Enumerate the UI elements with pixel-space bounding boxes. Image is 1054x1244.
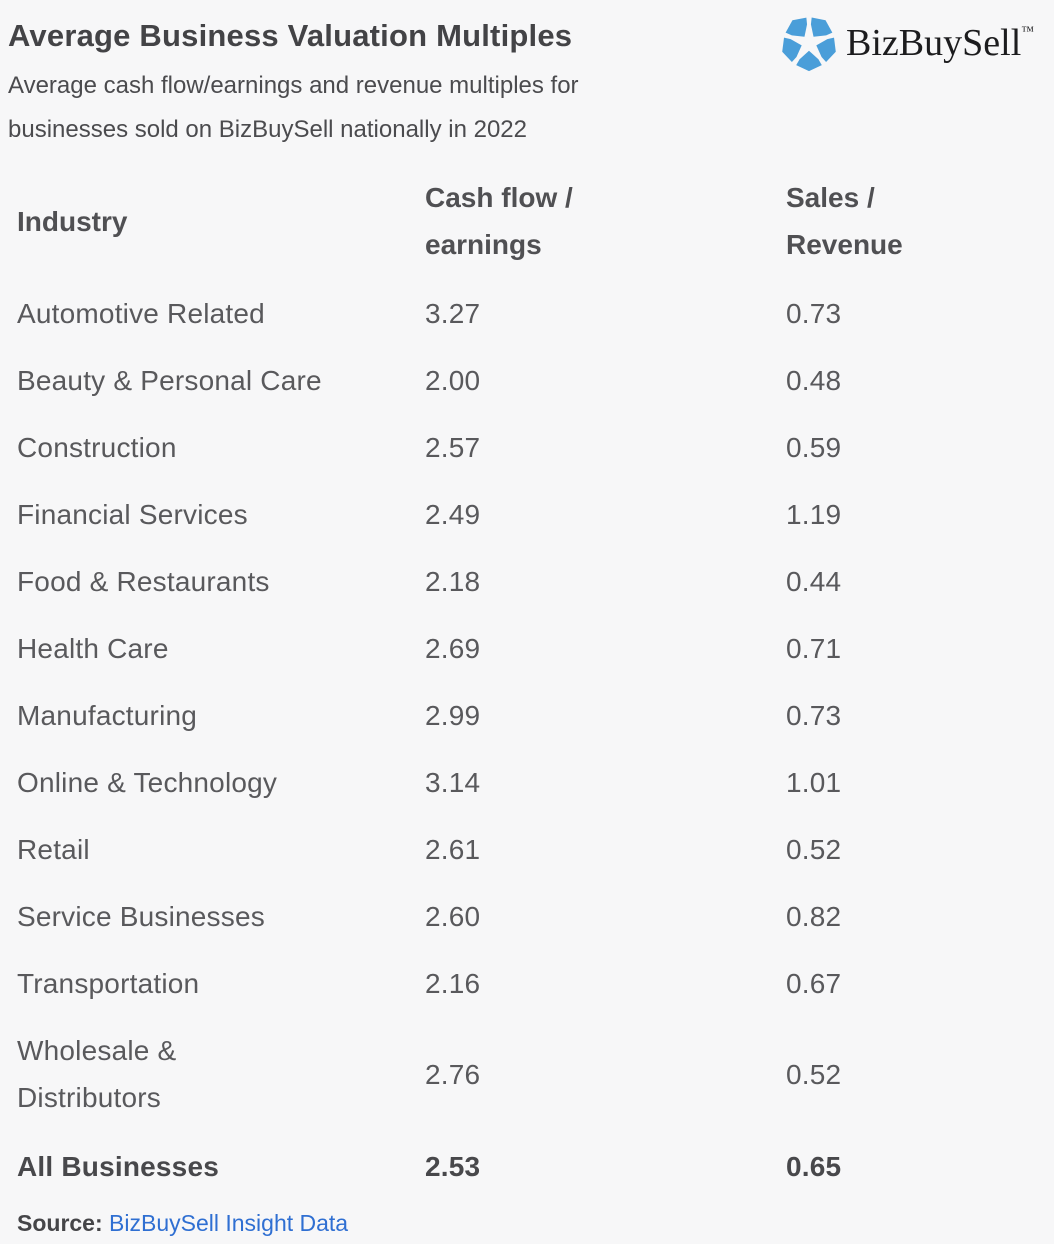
industry-cell: Food & Restaurants — [17, 566, 270, 597]
revenue-cell: 0.65 — [786, 1151, 842, 1182]
cash-flow-cell: 2.53 — [425, 1151, 481, 1182]
total-row: All Businesses 2.53 0.65 — [17, 1131, 1038, 1200]
industry-cell: Online & Technology — [17, 767, 278, 798]
table-row: Retail 2.61 0.52 — [17, 816, 1038, 883]
industry-cell: Construction — [17, 432, 177, 463]
revenue-cell: 0.73 — [786, 700, 842, 731]
subtitle-line-2: businesses sold on BizBuySell nationally… — [8, 116, 527, 143]
industry-cell: Retail — [17, 834, 90, 865]
revenue-cell: 0.52 — [786, 1058, 842, 1090]
table-row: Manufacturing 2.99 0.73 — [17, 682, 1038, 749]
cash-flow-cell: 2.69 — [425, 633, 481, 664]
cash-flow-cell: 2.57 — [425, 432, 481, 463]
column-header-revenue: Sales / Revenue — [786, 182, 903, 260]
bizbuysell-pinwheel-icon — [782, 17, 836, 72]
masthead: Average Business Valuation Multiples Ave… — [8, 12, 1038, 152]
revenue-cell: 1.01 — [786, 767, 842, 798]
table-row: Food & Restaurants 2.18 0.44 — [17, 548, 1038, 615]
revenue-cell: 0.82 — [786, 901, 842, 932]
table-row: Transportation 2.16 0.67 — [17, 950, 1038, 1017]
cash-flow-cell: 2.76 — [425, 1058, 481, 1090]
brand-wordmark: BizBuySell™ — [846, 22, 1034, 64]
cash-flow-cell: 2.60 — [425, 901, 481, 932]
table-header-row: Industry Cash flow / earnings Sales / Re… — [17, 172, 1038, 280]
source-line: Source: BizBuySell Insight Data — [17, 1206, 1038, 1240]
revenue-cell: 0.44 — [786, 566, 842, 597]
table-row: Automotive Related 3.27 0.73 — [17, 280, 1038, 347]
table-row: Service Businesses 2.60 0.82 — [17, 883, 1038, 950]
cash-flow-cell: 2.61 — [425, 834, 481, 865]
cash-flow-cell: 3.14 — [425, 767, 481, 798]
cash-flow-cell: 2.16 — [425, 968, 481, 999]
source-link[interactable]: BizBuySell Insight Data — [109, 1210, 349, 1236]
revenue-cell: 1.19 — [786, 499, 842, 530]
revenue-cell: 0.48 — [786, 365, 842, 396]
revenue-cell: 0.52 — [786, 834, 842, 865]
trademark-symbol: ™ — [1021, 23, 1034, 38]
cash-flow-cell: 3.27 — [425, 298, 481, 329]
page-title: Average Business Valuation Multiples — [8, 18, 573, 53]
table-row: Construction 2.57 0.59 — [17, 414, 1038, 481]
revenue-cell: 0.71 — [786, 633, 842, 664]
subtitle-line-1: Average cash flow/earnings and revenue m… — [8, 72, 579, 99]
industry-cell: Financial Services — [17, 499, 248, 530]
industry-cell: Automotive Related — [17, 298, 265, 329]
cash-flow-cell: 2.00 — [425, 365, 481, 396]
source-label: Source: — [17, 1210, 103, 1236]
column-header-cash-flow: Cash flow / earnings — [425, 182, 573, 260]
column-header-industry: Industry — [17, 205, 128, 237]
table-row: Online & Technology 3.14 1.01 — [17, 749, 1038, 816]
industry-cell: All Businesses — [17, 1151, 219, 1182]
industry-cell: Transportation — [17, 968, 200, 999]
table-row: Beauty & Personal Care 2.00 0.48 — [17, 347, 1038, 414]
industry-cell: Health Care — [17, 633, 169, 664]
revenue-cell: 0.73 — [786, 298, 842, 329]
cash-flow-cell: 2.49 — [425, 499, 481, 530]
industry-cell: Service Businesses — [17, 901, 265, 932]
cash-flow-cell: 2.18 — [425, 566, 481, 597]
valuation-table: Industry Cash flow / earnings Sales / Re… — [17, 172, 1038, 1200]
brand-logo: BizBuySell™ — [781, 14, 1034, 72]
table-row: Wholesale & Distributors 2.76 0.52 — [17, 1017, 1038, 1131]
cash-flow-cell: 2.99 — [425, 700, 481, 731]
table-row: Health Care 2.69 0.71 — [17, 615, 1038, 682]
industry-cell: Beauty & Personal Care — [17, 365, 322, 396]
industry-cell: Wholesale & Distributors — [17, 1035, 177, 1113]
table-row: Financial Services 2.49 1.19 — [17, 481, 1038, 548]
revenue-cell: 0.59 — [786, 432, 842, 463]
heading-block: Average Business Valuation Multiples Ave… — [8, 12, 579, 152]
revenue-cell: 0.67 — [786, 968, 842, 999]
industry-cell: Manufacturing — [17, 700, 198, 731]
page-subtitle: Average cash flow/earnings and revenue m… — [8, 64, 579, 152]
